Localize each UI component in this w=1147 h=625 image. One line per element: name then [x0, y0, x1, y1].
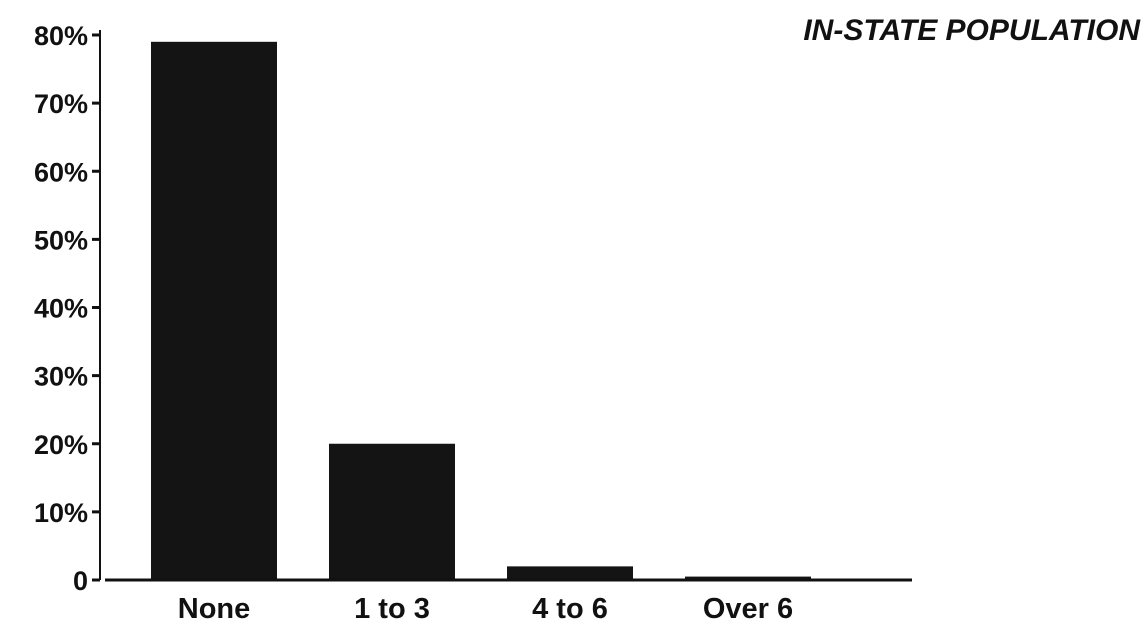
- y-tick-label: 80%: [34, 21, 88, 51]
- y-tick-label: 20%: [34, 430, 88, 460]
- bar: [329, 443, 455, 580]
- y-tick-label: 50%: [34, 225, 88, 255]
- y-tick-label: 40%: [34, 294, 88, 324]
- x-tick-label: 4 to 6: [532, 593, 608, 625]
- bar: [685, 576, 811, 580]
- bars: [151, 41, 811, 580]
- bar: [151, 41, 277, 580]
- x-tick-label: Over 6: [703, 593, 793, 625]
- y-tick-label: 0: [73, 566, 88, 596]
- x-axis-labels: None 1 to 3 4 to 6 Over 6: [178, 593, 793, 625]
- y-tick-label: 60%: [34, 157, 88, 187]
- y-tick-label: 30%: [34, 362, 88, 392]
- x-tick-label: 1 to 3: [354, 593, 430, 625]
- y-axis: 0 10% 20% 30% 40% 50% 60% 70% 80%: [34, 21, 100, 596]
- bar: [507, 566, 633, 580]
- y-tick-label: 70%: [34, 89, 88, 119]
- x-tick-label: None: [178, 593, 251, 625]
- y-tick-label: 10%: [34, 498, 88, 528]
- chart-title: IN-STATE POPULATION: [803, 14, 1141, 47]
